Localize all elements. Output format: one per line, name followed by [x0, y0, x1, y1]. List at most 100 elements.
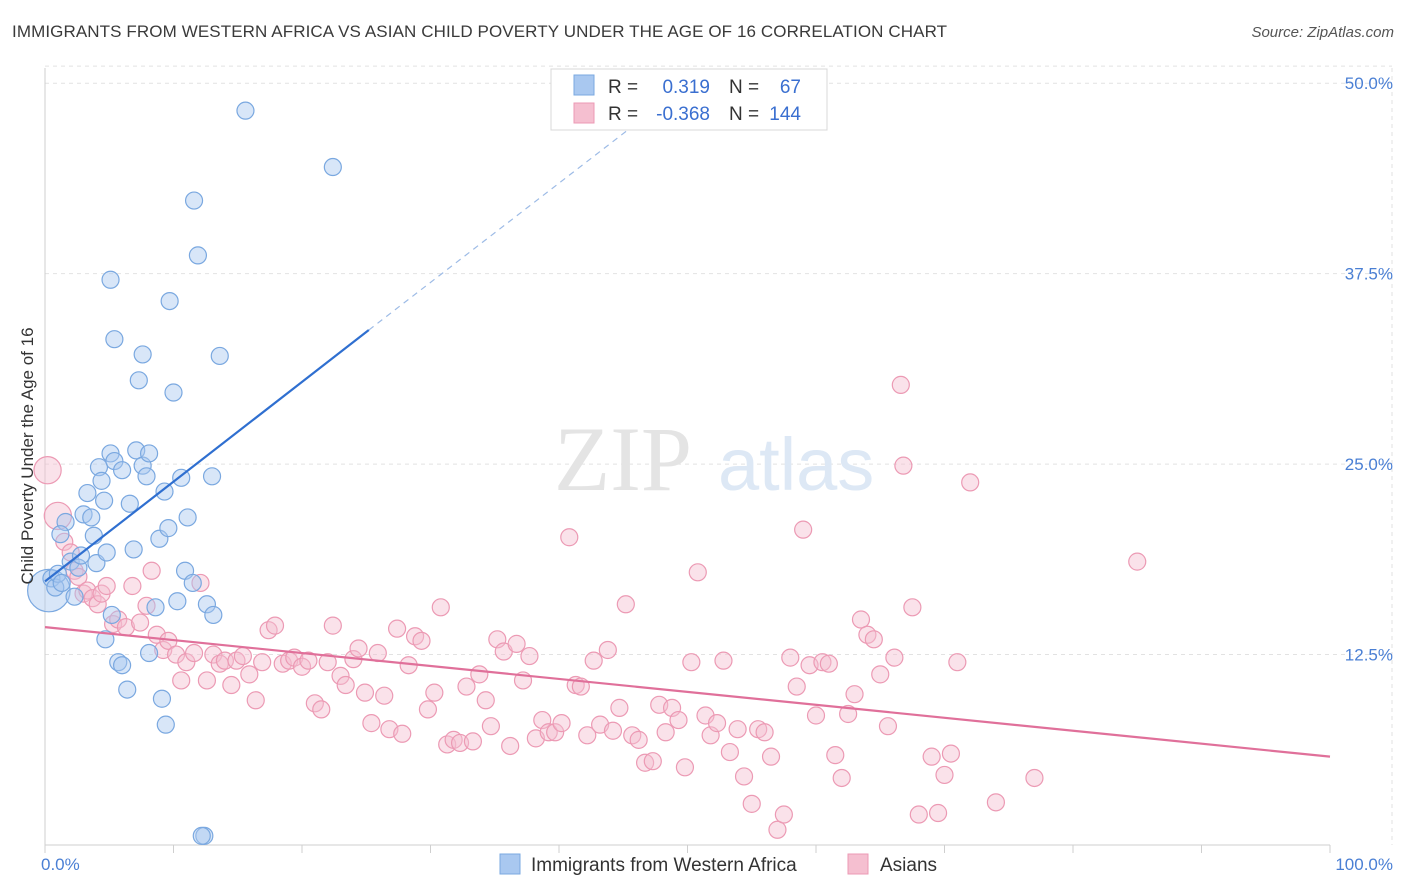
- asians-point-53: [362, 714, 381, 733]
- asians-point-24: [177, 653, 196, 672]
- asians-point-139: [922, 747, 941, 766]
- asians-point-123: [813, 653, 832, 672]
- asians-point-92: [610, 698, 629, 717]
- x-tick-label-0: 0.0%: [41, 855, 80, 874]
- asians-point-28: [204, 645, 223, 664]
- western-africa-point-24: [102, 605, 121, 625]
- asians-point-34: [240, 665, 259, 684]
- asians-point-142: [941, 744, 961, 763]
- correlation-legend: R = 0.319 N = 67 R = -0.368 N = 144: [550, 68, 828, 131]
- asians-point-0: [33, 456, 62, 485]
- asians-point-133: [878, 717, 898, 736]
- asians-point-75: [501, 736, 520, 756]
- asians-point-114: [755, 723, 774, 742]
- asians-point-55: [375, 686, 394, 705]
- asians-point-101: [669, 710, 688, 730]
- asians-point-82: [546, 723, 565, 742]
- western-africa-point-6: [51, 525, 70, 544]
- western-africa-point-51: [184, 191, 204, 210]
- asians-point-22: [166, 645, 186, 664]
- asians-point-115: [761, 747, 781, 766]
- asians-point-18: [142, 561, 161, 580]
- asians-point-31: [222, 675, 241, 695]
- asians-point-61: [412, 631, 431, 650]
- y-tick-label-0: 12.5%: [1345, 646, 1393, 665]
- western-africa-trend-extension: [368, 113, 650, 331]
- western-africa-point-4: [52, 573, 71, 593]
- asians-point-9: [88, 595, 107, 614]
- asians-point-63: [425, 683, 444, 702]
- western-africa-point-43: [156, 715, 175, 734]
- asians-point-88: [584, 651, 603, 670]
- asians-point-15: [123, 576, 142, 596]
- western-africa-point-61: [323, 157, 342, 177]
- western-africa-point-37: [139, 444, 159, 463]
- asians-point-143: [948, 653, 967, 672]
- asians-point-129: [851, 610, 871, 629]
- western-africa-point-56: [197, 595, 217, 614]
- asians-point-51: [349, 639, 368, 658]
- western-africa-point-3: [48, 564, 67, 583]
- western-africa-point-58: [202, 467, 222, 486]
- western-africa-point-59: [210, 346, 229, 366]
- asians-point-38: [265, 616, 285, 635]
- western-africa-point-22: [101, 270, 120, 289]
- asians-point-112: [742, 794, 761, 813]
- asians-point-68: [457, 677, 476, 696]
- asians-point-127: [839, 704, 858, 724]
- asians-point-48: [331, 666, 350, 685]
- asians-point-72: [481, 717, 500, 736]
- asians-point-131: [864, 630, 883, 649]
- asians-point-87: [578, 726, 597, 745]
- western-africa-point-31: [124, 540, 143, 559]
- asians-point-91: [603, 721, 623, 740]
- asians-point-118: [781, 648, 800, 667]
- legend-n-value-pink: 144: [769, 104, 801, 125]
- asians-point-84: [560, 528, 579, 547]
- asians-point-107: [707, 714, 727, 733]
- asians-point-93: [616, 595, 635, 614]
- series-legend-swatch-blue: [499, 853, 521, 875]
- legend-box: [550, 68, 828, 131]
- series-legend: Immigrants from Western Africa Asians: [499, 853, 937, 876]
- asians-point-102: [675, 758, 695, 777]
- asians-point-136: [894, 456, 913, 475]
- asians-point-120: [794, 520, 813, 539]
- asians-point-97: [643, 752, 662, 771]
- western-africa-point-29: [112, 461, 132, 480]
- watermark-zip: ZIP: [554, 408, 692, 510]
- x-tick-label-1: 100.0%: [1335, 855, 1393, 874]
- western-africa-point-28: [118, 680, 137, 699]
- western-africa-point-27: [112, 656, 132, 675]
- western-africa-point-39: [146, 598, 165, 617]
- asians-point-5: [69, 567, 88, 586]
- legend-n-label-blue: N =: [729, 77, 759, 98]
- asians-point-25: [184, 643, 204, 663]
- asians-point-95: [629, 730, 648, 749]
- asians-point-104: [688, 563, 707, 582]
- asians-point-119: [787, 677, 806, 696]
- asians-point-69: [463, 732, 483, 751]
- asians-point-33: [233, 646, 252, 666]
- asians-point-45: [312, 700, 331, 719]
- asians-point-70: [470, 665, 489, 684]
- western-africa-point-38: [139, 643, 159, 663]
- western-africa-point-41: [152, 689, 172, 708]
- asians-point-35: [246, 691, 265, 710]
- asians-point-49: [336, 675, 355, 695]
- asians-point-57: [387, 619, 407, 638]
- asians-point-135: [891, 375, 910, 394]
- asians-point-137: [903, 598, 922, 617]
- y-axis-title: Child Poverty Under the Age of 16: [18, 327, 37, 584]
- asians-point-76: [507, 634, 526, 653]
- western-africa-point-44: [159, 519, 178, 538]
- western-africa-point-17: [92, 471, 111, 490]
- asians-point-140: [928, 803, 948, 823]
- series-legend-label-pink: Asians: [880, 855, 937, 876]
- western-africa-point-35: [133, 345, 152, 364]
- asians-point-27: [197, 671, 217, 690]
- legend-r-label-pink: R =: [608, 104, 638, 125]
- western-africa-point-42: [155, 482, 174, 501]
- watermark-atlas: atlas: [718, 423, 874, 506]
